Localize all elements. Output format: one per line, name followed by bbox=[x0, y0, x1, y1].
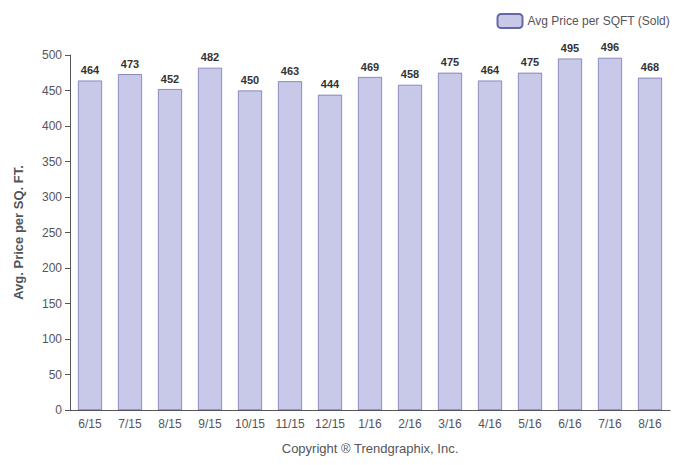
svg-text:Avg. Price per SQ. FT.: Avg. Price per SQ. FT. bbox=[11, 165, 26, 300]
svg-text:10/15: 10/15 bbox=[235, 417, 265, 431]
svg-text:6/15: 6/15 bbox=[78, 417, 102, 431]
svg-text:464: 464 bbox=[481, 64, 500, 76]
svg-text:500: 500 bbox=[42, 48, 62, 62]
svg-text:150: 150 bbox=[42, 297, 62, 311]
svg-text:458: 458 bbox=[401, 68, 419, 80]
svg-text:6/16: 6/16 bbox=[558, 417, 582, 431]
svg-text:50: 50 bbox=[49, 368, 63, 382]
svg-text:475: 475 bbox=[441, 56, 459, 68]
svg-text:12/15: 12/15 bbox=[315, 417, 345, 431]
svg-text:9/15: 9/15 bbox=[198, 417, 222, 431]
svg-text:1/16: 1/16 bbox=[358, 417, 382, 431]
svg-text:350: 350 bbox=[42, 155, 62, 169]
svg-text:473: 473 bbox=[121, 58, 139, 70]
svg-text:7/16: 7/16 bbox=[598, 417, 622, 431]
svg-text:469: 469 bbox=[361, 61, 379, 73]
svg-text:300: 300 bbox=[42, 190, 62, 204]
svg-text:4/16: 4/16 bbox=[478, 417, 502, 431]
svg-text:100: 100 bbox=[42, 332, 62, 346]
svg-text:7/15: 7/15 bbox=[118, 417, 142, 431]
svg-text:11/15: 11/15 bbox=[275, 417, 304, 431]
svg-text:450: 450 bbox=[241, 74, 259, 86]
svg-text:2/16: 2/16 bbox=[398, 417, 422, 431]
svg-text:Copyright ® Trendgraphix, Inc.: Copyright ® Trendgraphix, Inc. bbox=[282, 441, 459, 456]
svg-text:250: 250 bbox=[42, 226, 62, 240]
svg-text:452: 452 bbox=[161, 73, 179, 85]
svg-text:463: 463 bbox=[281, 65, 299, 77]
svg-text:Avg Price per SQFT (Sold): Avg Price per SQFT (Sold) bbox=[528, 14, 670, 28]
svg-text:8/15: 8/15 bbox=[158, 417, 182, 431]
svg-text:450: 450 bbox=[42, 84, 62, 98]
svg-text:3/16: 3/16 bbox=[438, 417, 462, 431]
svg-text:5/16: 5/16 bbox=[518, 417, 542, 431]
svg-text:475: 475 bbox=[521, 56, 539, 68]
svg-text:8/16: 8/16 bbox=[638, 417, 662, 431]
svg-text:496: 496 bbox=[601, 41, 619, 53]
svg-text:444: 444 bbox=[321, 78, 340, 90]
svg-text:464: 464 bbox=[81, 64, 100, 76]
svg-text:468: 468 bbox=[641, 61, 659, 73]
svg-text:400: 400 bbox=[42, 119, 62, 133]
svg-text:200: 200 bbox=[42, 261, 62, 275]
svg-text:495: 495 bbox=[561, 42, 579, 54]
svg-text:0: 0 bbox=[55, 403, 62, 417]
svg-text:482: 482 bbox=[201, 51, 219, 63]
